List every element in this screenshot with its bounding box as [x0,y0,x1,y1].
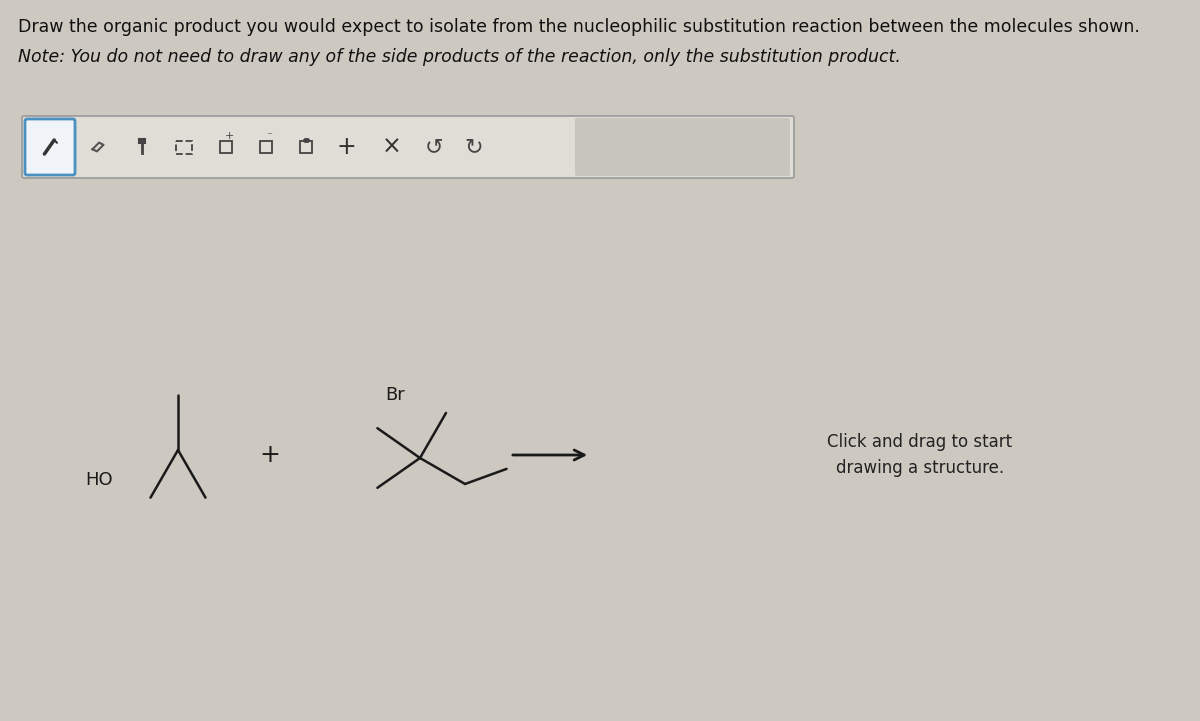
Bar [220,141,232,153]
Text: +: + [259,443,281,467]
Bar [300,141,312,153]
Text: ↻: ↻ [464,137,484,157]
Text: ↺: ↺ [425,137,443,157]
FancyBboxPatch shape [575,118,790,176]
Text: HO: HO [85,471,113,489]
FancyBboxPatch shape [22,116,794,178]
FancyBboxPatch shape [25,119,74,175]
Text: ⁻: ⁻ [266,131,272,141]
Text: Click and drag to start
drawing a structure.: Click and drag to start drawing a struct… [828,433,1013,477]
Text: Note: You do not need to draw any of the side products of the reaction, only the: Note: You do not need to draw any of the… [18,48,901,66]
Text: ×: × [382,135,402,159]
Bar [176,141,192,154]
Text: +: + [336,135,356,159]
Text: +: + [224,131,234,141]
Text: Br: Br [385,386,404,404]
Bar [260,141,272,153]
Text: Draw the organic product you would expect to isolate from the nucleophilic subst: Draw the organic product you would expec… [18,18,1140,36]
